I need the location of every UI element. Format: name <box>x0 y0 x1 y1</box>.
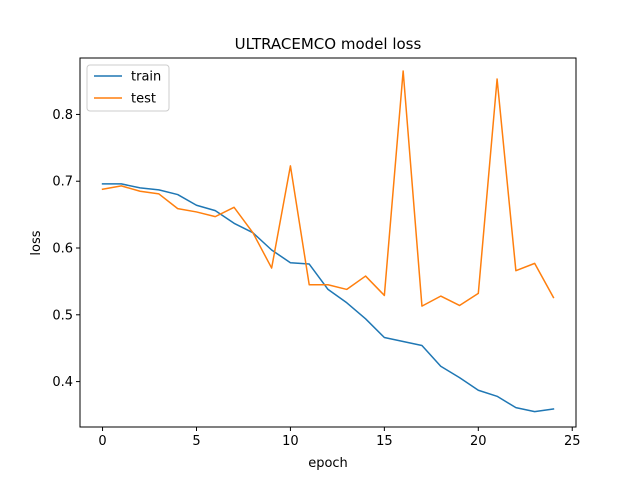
y-axis-label: loss <box>29 230 44 255</box>
x-axis-label: epoch <box>308 456 348 471</box>
y-tick-label: 0.6 <box>52 242 73 257</box>
legend: train test <box>86 64 170 112</box>
legend-label-train: train <box>131 70 161 85</box>
y-tick-label: 0.8 <box>52 108 73 123</box>
series-line-test <box>101 70 555 307</box>
x-tick-label: 20 <box>470 434 487 449</box>
x-tick-label: 0 <box>98 434 106 449</box>
x-tick-label: 25 <box>564 434 581 449</box>
y-tick-label: 0.5 <box>52 308 73 323</box>
x-axis-ticks: 0 5 10 15 20 25 <box>98 427 581 449</box>
plot-area <box>101 70 555 413</box>
chart-title: ULTRACEMCO model loss <box>235 35 422 53</box>
y-tick-label: 0.4 <box>52 375 73 390</box>
y-axis-ticks: 0.4 0.5 0.6 0.7 0.8 <box>52 108 80 390</box>
legend-label-test: test <box>131 92 156 107</box>
x-tick-label: 5 <box>192 434 200 449</box>
x-tick-label: 15 <box>376 434 393 449</box>
plot-frame <box>79 57 577 428</box>
series-line-train <box>101 183 555 413</box>
y-tick-label: 0.7 <box>52 175 73 190</box>
x-tick-label: 10 <box>282 434 299 449</box>
